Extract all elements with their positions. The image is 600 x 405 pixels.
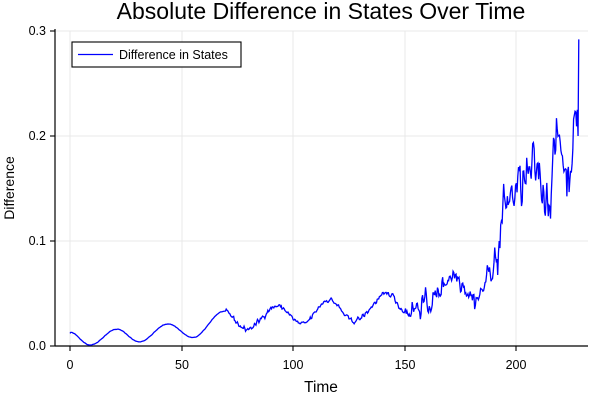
svg-text:50: 50 bbox=[175, 358, 189, 372]
svg-text:0: 0 bbox=[67, 358, 74, 372]
svg-text:Difference in States: Difference in States bbox=[119, 48, 228, 62]
svg-text:Absolute Difference in States: Absolute Difference in States Over Time bbox=[117, 0, 526, 24]
svg-text:0.0: 0.0 bbox=[29, 339, 46, 353]
svg-text:0.2: 0.2 bbox=[29, 129, 46, 143]
svg-text:0.3: 0.3 bbox=[29, 24, 46, 38]
svg-text:Difference: Difference bbox=[1, 156, 17, 220]
svg-text:200: 200 bbox=[506, 358, 527, 372]
svg-text:150: 150 bbox=[395, 358, 416, 372]
svg-text:Time: Time bbox=[304, 379, 338, 396]
svg-text:0.1: 0.1 bbox=[29, 234, 46, 248]
svg-text:100: 100 bbox=[283, 358, 304, 372]
